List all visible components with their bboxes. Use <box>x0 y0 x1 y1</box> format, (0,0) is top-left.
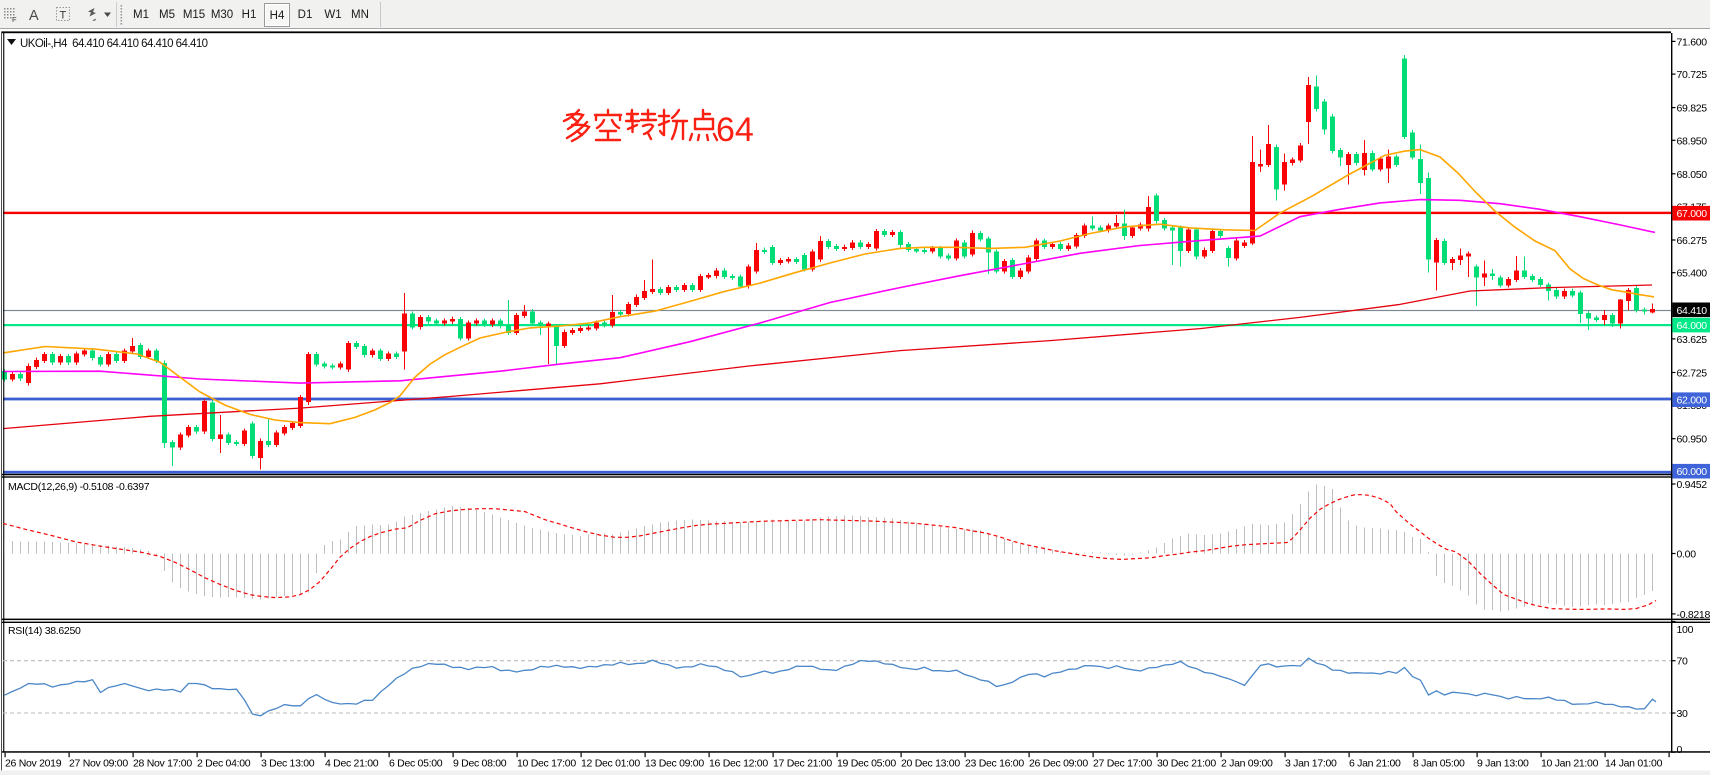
svg-text:30: 30 <box>1677 708 1689 720</box>
svg-text:9 Jan 13:00: 9 Jan 13:00 <box>1477 758 1529 770</box>
svg-text:28 Nov 17:00: 28 Nov 17:00 <box>133 758 192 770</box>
svg-text:26 Dec 09:00: 26 Dec 09:00 <box>1029 758 1088 770</box>
svg-text:0: 0 <box>1677 744 1683 756</box>
svg-text:27 Nov 09:00: 27 Nov 09:00 <box>69 758 128 770</box>
svg-text:68.050: 68.050 <box>1677 169 1708 181</box>
svg-text:19 Dec 05:00: 19 Dec 05:00 <box>837 758 896 770</box>
svg-text:65.400: 65.400 <box>1677 268 1708 280</box>
svg-text:2 Dec 04:00: 2 Dec 04:00 <box>197 758 251 770</box>
svg-text:0.00: 0.00 <box>1677 549 1697 561</box>
svg-text:26 Nov 2019: 26 Nov 2019 <box>5 758 62 770</box>
svg-text:64: 64 <box>716 111 754 149</box>
svg-text:MACD(12,26,9) -0.5108 -0.6397: MACD(12,26,9) -0.5108 -0.6397 <box>8 481 150 493</box>
svg-text:66.275: 66.275 <box>1677 235 1708 247</box>
svg-text:10 Dec 17:00: 10 Dec 17:00 <box>517 758 576 770</box>
svg-text:100: 100 <box>1677 624 1694 636</box>
svg-text:UKOil-,H4 64.410 64.410 64.41: UKOil-,H4 64.410 64.410 64.410 64.410 <box>20 38 208 50</box>
svg-text:F: F <box>12 15 17 24</box>
svg-text:68.950: 68.950 <box>1677 135 1708 147</box>
svg-text:3 Dec 13:00: 3 Dec 13:00 <box>261 758 315 770</box>
svg-text:A: A <box>29 8 39 24</box>
svg-text:60.000: 60.000 <box>1677 466 1708 478</box>
svg-text:14 Jan 01:00: 14 Jan 01:00 <box>1605 758 1663 770</box>
svg-text:9 Dec 08:00: 9 Dec 08:00 <box>453 758 507 770</box>
svg-text:8 Jan 05:00: 8 Jan 05:00 <box>1413 758 1465 770</box>
svg-text:30 Dec 21:00: 30 Dec 21:00 <box>1157 758 1216 770</box>
svg-text:64.000: 64.000 <box>1677 320 1708 332</box>
svg-text:6 Dec 05:00: 6 Dec 05:00 <box>389 758 443 770</box>
svg-text:62.000: 62.000 <box>1677 395 1708 407</box>
svg-text:70.725: 70.725 <box>1677 69 1708 81</box>
svg-text:12 Dec 01:00: 12 Dec 01:00 <box>581 758 640 770</box>
svg-text:64.410: 64.410 <box>1677 305 1708 317</box>
svg-text:16 Dec 12:00: 16 Dec 12:00 <box>709 758 768 770</box>
svg-text:20 Dec 13:00: 20 Dec 13:00 <box>901 758 960 770</box>
svg-text:RSI(14) 38.6250: RSI(14) 38.6250 <box>8 625 81 637</box>
svg-text:-0.8218: -0.8218 <box>1677 609 1710 621</box>
svg-text:17 Dec 21:00: 17 Dec 21:00 <box>773 758 832 770</box>
svg-text:63.625: 63.625 <box>1677 334 1708 346</box>
svg-text:70: 70 <box>1677 656 1689 668</box>
svg-text:67.000: 67.000 <box>1677 208 1708 220</box>
svg-text:62.725: 62.725 <box>1677 368 1708 380</box>
svg-text:23 Dec 16:00: 23 Dec 16:00 <box>965 758 1024 770</box>
svg-text:6 Jan 21:00: 6 Jan 21:00 <box>1349 758 1401 770</box>
svg-text:4 Dec 21:00: 4 Dec 21:00 <box>325 758 379 770</box>
svg-text:60.950: 60.950 <box>1677 434 1708 446</box>
svg-text:10 Jan 21:00: 10 Jan 21:00 <box>1541 758 1599 770</box>
svg-text:13 Dec 09:00: 13 Dec 09:00 <box>645 758 704 770</box>
svg-text:0.9452: 0.9452 <box>1677 479 1708 491</box>
svg-text:T: T <box>60 10 67 22</box>
svg-text:2 Jan 09:00: 2 Jan 09:00 <box>1221 758 1273 770</box>
svg-text:3 Jan 17:00: 3 Jan 17:00 <box>1285 758 1337 770</box>
svg-text:69.825: 69.825 <box>1677 103 1708 115</box>
svg-text:27 Dec 17:00: 27 Dec 17:00 <box>1093 758 1152 770</box>
svg-text:71.600: 71.600 <box>1677 36 1708 48</box>
